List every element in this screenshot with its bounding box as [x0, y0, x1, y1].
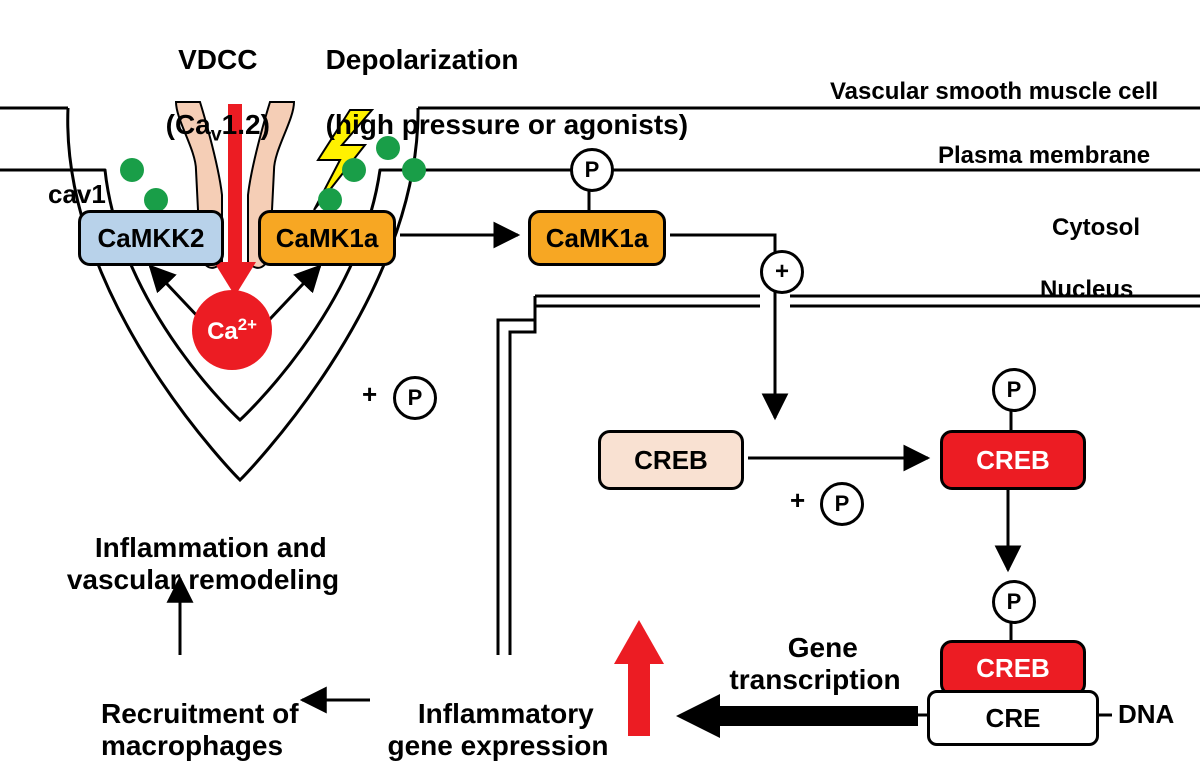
creb-active-box: CREB — [940, 430, 1086, 490]
recruitment-label: Recruitment ofmacrophages — [82, 666, 302, 763]
feedback-line-2 — [510, 306, 535, 655]
vsmc-label: Vascular smooth muscle cell — [830, 78, 1158, 106]
inflammatory-label: Inflammatorygene expression — [378, 666, 618, 763]
creb-dna-box: CREB — [940, 640, 1086, 696]
cre-box: CRE — [927, 690, 1099, 746]
cytosol-label: Cytosol — [1052, 214, 1140, 242]
gene-transcription-label: Genetranscription — [700, 600, 930, 697]
vdcc-label: VDCC (Cav1.2) — [125, 12, 295, 146]
vdcc-sub: (Cav1.2) — [166, 109, 270, 140]
dna-label: DNA — [1118, 700, 1174, 730]
camk1a-box: CaMK1a — [258, 210, 396, 266]
cav1-label: cav1 — [48, 180, 106, 210]
nucleus-label: Nucleus — [1040, 276, 1133, 304]
outcome-label: Inflammation andvascular remodeling — [58, 500, 348, 597]
arrow-cre-to-inflam — [676, 694, 918, 738]
plus-circle: + — [760, 250, 804, 294]
camk1a-p-circle: P — [570, 148, 614, 192]
plasma-label: Plasma membrane — [938, 142, 1150, 170]
creb-active-p: P — [992, 368, 1036, 412]
p-near-ca: P — [393, 376, 437, 420]
creb-plus: + — [790, 486, 805, 516]
creb-plus-p: P — [820, 482, 864, 526]
feedback-line-1 — [498, 296, 535, 655]
creb-inactive-box: CREB — [598, 430, 744, 490]
camkk2-box: CaMKK2 — [78, 210, 224, 266]
arrow-p-to-nucleus — [670, 235, 775, 418]
ca-circle: Ca2+ — [192, 290, 272, 370]
depolarization-label: Depolarization (high pressure or agonist… — [310, 12, 688, 141]
camk1a-p-box: CaMK1a — [528, 210, 666, 266]
plus-near-ca: + — [362, 380, 377, 410]
creb-dna-p: P — [992, 580, 1036, 624]
up-red-arrow — [614, 620, 664, 736]
